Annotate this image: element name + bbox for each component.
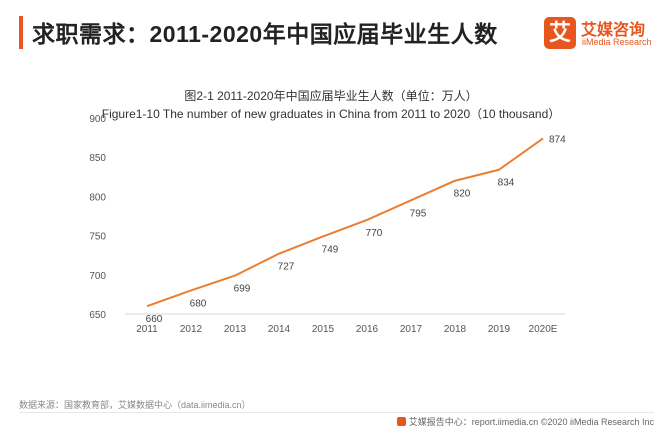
x-tick-label: 2014 [268, 324, 291, 335]
data-label: 727 [278, 262, 295, 273]
series-line [146, 137, 544, 308]
y-tick-label: 800 [89, 192, 106, 203]
y-tick-label: 650 [89, 310, 106, 321]
chart-title: 图2-1 2011-2020年中国应届毕业生人数（单位：万人） [184, 89, 478, 103]
x-tick-label: 2015 [312, 324, 335, 335]
y-tick-label: 900 [89, 114, 106, 125]
x-tick-label: 2017 [400, 324, 423, 335]
footer-report-credit: 艾媒报告中心：report.iimedia.cn ©2020 iiMedia R… [396, 415, 654, 428]
data-label: 874 [549, 134, 566, 145]
data-source-note: 数据来源：国家教育部，艾媒数据中心（data.iimedia.cn） [19, 400, 251, 410]
x-tick-label: 2019 [488, 324, 511, 335]
chart-subtitle: Figure1-10 The number of new graduates i… [101, 107, 561, 121]
page-title: 求职需求：2011-2020年中国应届毕业生人数 [32, 21, 498, 47]
x-tick-label: 2013 [224, 324, 247, 335]
data-label: 795 [410, 208, 427, 219]
data-label: 820 [454, 189, 471, 200]
logo-name-cn: 艾媒咨询 [581, 22, 646, 39]
data-label: 660 [146, 314, 163, 325]
iimedia-logo: 艾 艾媒咨询 iiMedia Research [544, 15, 654, 51]
footer-report-text: 艾媒报告中心：report.iimedia.cn ©2020 iiMedia R… [408, 417, 654, 427]
y-tick-label: 750 [89, 232, 106, 243]
data-label: 699 [234, 284, 251, 295]
x-tick-label: 2016 [356, 324, 379, 335]
footer-divider [19, 412, 654, 413]
y-tick-label: 850 [89, 153, 106, 164]
x-tick-label: 2018 [444, 324, 467, 335]
data-label: 770 [366, 228, 383, 239]
data-label: 834 [498, 178, 515, 189]
report-center-icon [396, 417, 406, 426]
logo-name-en: iiMedia Research [582, 37, 652, 47]
logo-icon: 艾 [544, 17, 576, 49]
x-tick-label: 2011 [136, 324, 158, 335]
data-label: 749 [322, 244, 339, 255]
x-tick-label: 2020E [529, 324, 558, 335]
data-label: 680 [190, 298, 207, 309]
title-accent-bar [19, 16, 23, 49]
y-tick-label: 700 [89, 271, 106, 282]
x-tick-label: 2012 [180, 324, 203, 335]
